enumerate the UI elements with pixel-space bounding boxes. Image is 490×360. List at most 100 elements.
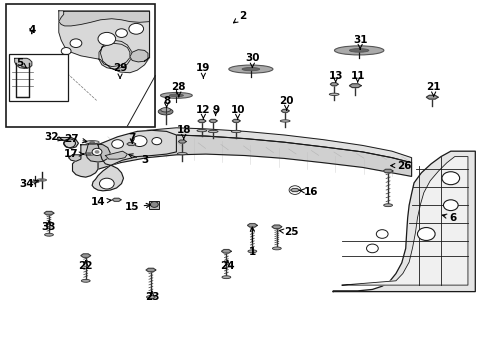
Text: 22: 22 (78, 261, 93, 271)
Polygon shape (349, 84, 361, 87)
Text: 14: 14 (91, 197, 111, 207)
Text: 19: 19 (196, 63, 211, 78)
Ellipse shape (45, 233, 53, 236)
Polygon shape (58, 138, 78, 148)
Text: 29: 29 (113, 63, 127, 78)
Text: 4: 4 (28, 24, 36, 35)
Polygon shape (130, 12, 149, 62)
Polygon shape (221, 249, 231, 253)
Text: 8: 8 (163, 96, 170, 107)
Text: 6: 6 (442, 213, 457, 223)
Ellipse shape (161, 93, 192, 98)
Text: 18: 18 (176, 125, 191, 139)
Circle shape (95, 150, 99, 154)
Polygon shape (281, 109, 289, 112)
Ellipse shape (31, 181, 39, 183)
Polygon shape (291, 189, 299, 192)
Text: 27: 27 (64, 134, 87, 144)
Ellipse shape (384, 204, 392, 207)
Ellipse shape (170, 94, 183, 97)
Ellipse shape (242, 68, 260, 71)
Ellipse shape (222, 276, 231, 279)
Polygon shape (198, 120, 206, 122)
Polygon shape (98, 135, 412, 176)
Circle shape (443, 200, 458, 211)
Ellipse shape (329, 93, 339, 95)
Ellipse shape (272, 247, 281, 250)
Text: 1: 1 (249, 227, 256, 257)
Circle shape (150, 202, 158, 207)
Ellipse shape (231, 130, 241, 132)
Ellipse shape (177, 153, 187, 155)
Polygon shape (44, 211, 54, 215)
Circle shape (417, 228, 435, 240)
Text: 33: 33 (42, 221, 56, 232)
Bar (6, 4, 155, 127)
Polygon shape (81, 254, 91, 257)
Polygon shape (178, 140, 186, 143)
Circle shape (442, 172, 460, 185)
Circle shape (98, 32, 116, 45)
Text: 3: 3 (129, 154, 148, 165)
Circle shape (70, 39, 82, 48)
Ellipse shape (335, 46, 384, 55)
Text: 12: 12 (196, 105, 211, 120)
Polygon shape (272, 225, 282, 229)
Polygon shape (330, 83, 338, 86)
Polygon shape (146, 268, 156, 272)
Text: 10: 10 (230, 105, 245, 120)
Circle shape (152, 138, 162, 145)
Circle shape (116, 29, 127, 37)
Ellipse shape (37, 179, 47, 181)
Circle shape (112, 140, 123, 148)
Ellipse shape (101, 77, 141, 85)
Bar (149, 201, 159, 209)
Ellipse shape (161, 108, 171, 112)
Text: 11: 11 (350, 71, 365, 82)
Text: 15: 15 (125, 202, 150, 212)
Text: 9: 9 (212, 105, 219, 116)
Ellipse shape (158, 108, 173, 115)
Polygon shape (209, 120, 217, 122)
Polygon shape (69, 155, 81, 161)
Circle shape (61, 48, 71, 55)
Polygon shape (73, 145, 98, 177)
Polygon shape (342, 157, 468, 285)
Text: 26: 26 (391, 161, 412, 171)
Ellipse shape (208, 130, 218, 132)
Polygon shape (333, 151, 475, 292)
Ellipse shape (229, 65, 273, 73)
Text: 31: 31 (353, 35, 368, 49)
Ellipse shape (85, 140, 99, 144)
Ellipse shape (248, 250, 257, 253)
Text: 23: 23 (145, 291, 159, 302)
Text: 30: 30 (245, 53, 260, 68)
Ellipse shape (34, 181, 37, 182)
Text: 2: 2 (233, 11, 246, 23)
Text: 21: 21 (426, 82, 441, 97)
Circle shape (129, 23, 144, 34)
Polygon shape (92, 130, 176, 191)
Circle shape (367, 244, 378, 253)
Text: 13: 13 (328, 71, 343, 82)
Text: 25: 25 (279, 227, 299, 237)
Ellipse shape (349, 49, 369, 52)
Polygon shape (59, 12, 149, 26)
Ellipse shape (147, 296, 155, 298)
Circle shape (376, 230, 388, 238)
Polygon shape (86, 144, 110, 162)
Text: 24: 24 (220, 261, 235, 271)
Polygon shape (232, 120, 240, 122)
Text: 20: 20 (279, 96, 294, 111)
Ellipse shape (84, 153, 95, 156)
Polygon shape (247, 224, 257, 227)
Text: 7: 7 (128, 132, 136, 143)
Text: 28: 28 (172, 82, 186, 97)
Text: 17: 17 (64, 149, 83, 159)
Circle shape (132, 136, 147, 147)
Polygon shape (383, 169, 393, 173)
Ellipse shape (197, 130, 207, 132)
Ellipse shape (280, 120, 290, 122)
Polygon shape (59, 11, 149, 73)
Polygon shape (98, 128, 412, 163)
